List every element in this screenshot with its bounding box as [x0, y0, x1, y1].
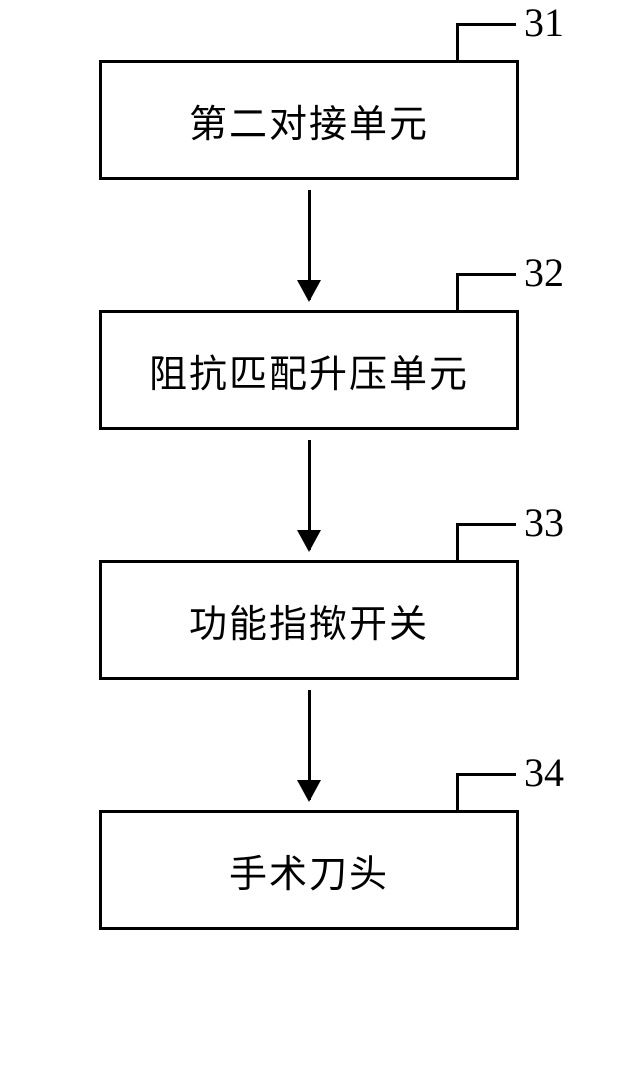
node-4: 34 手术刀头 — [99, 810, 519, 930]
node-label-2: 阻抗匹配升压单元 — [149, 343, 469, 398]
node-1: 31 第二对接单元 — [99, 60, 519, 180]
label-line-horizontal — [456, 23, 516, 26]
arrow-line — [308, 190, 311, 300]
label-line-horizontal — [456, 773, 516, 776]
arrow-line — [308, 690, 311, 800]
node-number-3: 33 — [524, 499, 564, 546]
label-line-horizontal — [456, 273, 516, 276]
node-3: 33 功能指揿开关 — [99, 560, 519, 680]
arrow-head-icon — [297, 530, 321, 552]
node-number-4: 34 — [524, 749, 564, 796]
label-line-vertical — [456, 773, 459, 811]
arrow-2 — [79, 430, 539, 560]
flowchart-container: 31 第二对接单元 32 阻抗匹配升压单元 33 功能指揿开关 — [79, 60, 539, 930]
arrow-head-icon — [297, 780, 321, 802]
arrow-1 — [79, 180, 539, 310]
label-line-vertical — [456, 23, 459, 61]
label-line-vertical — [456, 523, 459, 561]
label-line-horizontal — [456, 523, 516, 526]
node-label-3: 功能指揿开关 — [189, 593, 429, 648]
node-2: 32 阻抗匹配升压单元 — [99, 310, 519, 430]
node-label-4: 手术刀头 — [229, 843, 389, 898]
node-label-1: 第二对接单元 — [189, 93, 429, 148]
arrow-3 — [79, 680, 539, 810]
arrow-head-icon — [297, 280, 321, 302]
node-number-2: 32 — [524, 249, 564, 296]
arrow-line — [308, 440, 311, 550]
node-number-1: 31 — [524, 0, 564, 46]
label-line-vertical — [456, 273, 459, 311]
